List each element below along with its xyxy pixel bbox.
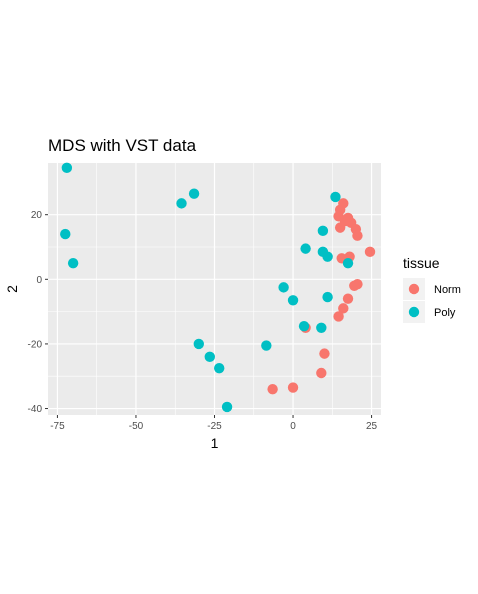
legend: tissue Norm Poly [403,255,461,323]
data-point-poly [278,282,289,293]
data-point-norm [316,367,327,379]
x-tick-label: -25 [207,421,222,432]
data-point-poly [221,401,233,413]
x-axis-label: 1 [211,435,219,451]
data-point-norm [319,348,330,359]
data-point-poly [61,162,73,174]
y-tick-label: -20 [28,339,43,350]
data-point-norm [364,246,376,258]
x-tick-label: -50 [129,421,144,432]
legend-label-norm: Norm [434,284,461,296]
data-point-norm [334,222,346,233]
data-point-poly [287,295,299,306]
data-point-poly [322,291,333,303]
data-point-poly [342,257,354,269]
points-layer [60,162,376,413]
data-point-poly [322,251,333,262]
data-point-poly [214,362,225,374]
y-tick-label: 20 [31,210,43,221]
data-point-norm [267,383,278,395]
x-tick-label: -75 [50,421,65,432]
data-point-poly [261,340,272,351]
data-point-poly [60,228,71,240]
y-tick-label: 0 [36,275,42,286]
data-point-norm [349,280,360,291]
data-point-poly [176,198,187,209]
data-point-poly [193,338,204,350]
data-point-poly [188,188,200,199]
legend-title: tissue [403,255,440,271]
data-point-norm [342,293,354,304]
data-point-norm [338,303,349,314]
x-axis: -75 -50 -25 0 25 [50,415,378,432]
x-tick-label: 25 [366,421,378,432]
legend-key-poly [408,306,420,318]
grid-major [48,163,381,415]
y-axis: -40 -20 0 20 [28,210,48,415]
legend-keys: Norm Poly [403,278,461,323]
data-point-poly [204,351,215,363]
data-point-norm [287,382,299,393]
data-point-norm [333,311,344,322]
chart-title: MDS with VST data [48,136,197,155]
data-point-norm [352,230,363,241]
data-point-poly [298,320,310,332]
data-point-poly [317,225,329,237]
legend-key-norm [408,283,420,295]
y-axis-label: 2 [4,285,20,293]
data-point-poly [316,322,327,333]
data-point-poly [300,243,311,254]
y-tick-label: -40 [28,404,43,415]
data-point-poly [67,257,79,269]
data-point-poly [330,191,341,203]
x-tick-label: 0 [290,421,296,432]
legend-label-poly: Poly [434,307,456,319]
